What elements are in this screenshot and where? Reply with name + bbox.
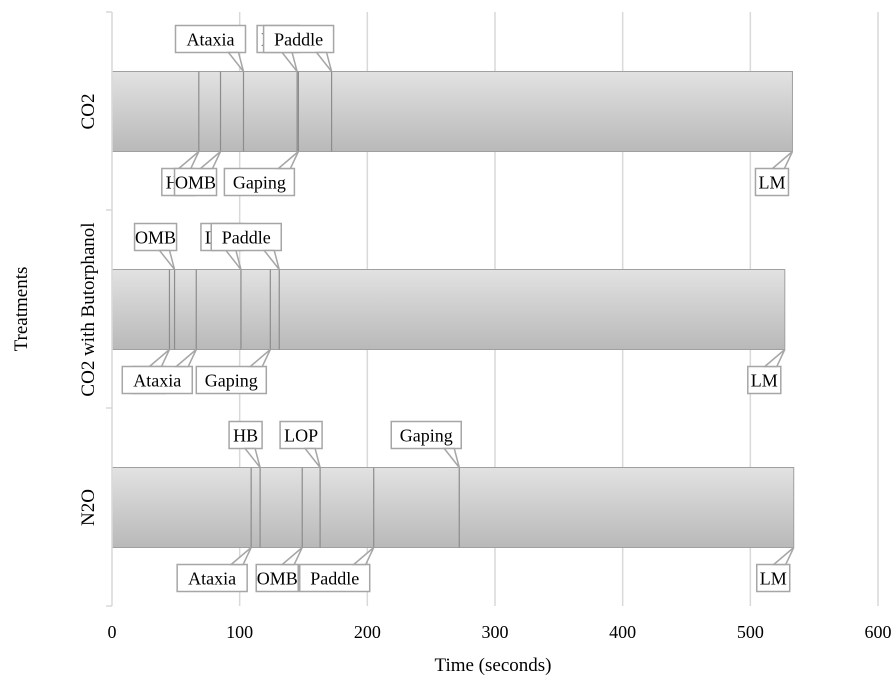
callout-co2-omb-box — [173, 167, 218, 197]
callout-n2o-ataxia-box — [176, 563, 248, 593]
callout-co2-paddle-box — [262, 24, 335, 54]
callout-n2o-paddle: Paddle — [298, 546, 375, 593]
callout-co2-lop-pointer — [280, 51, 298, 72]
callout-co2-gaping-box — [223, 167, 296, 197]
callout-co2-ataxia-label: Ataxia — [187, 30, 235, 50]
value-axis: 0 100 200 300 400 500 600 — [108, 622, 892, 642]
callout-n2o-paddle-label: Paddle — [310, 569, 359, 589]
callout-co2-with-butorphanol-gaping-label: Gaping — [205, 371, 258, 391]
callout-n2o-hb-label: HB — [233, 426, 258, 446]
callout-co2-with-butorphanol-paddle-box — [210, 222, 282, 252]
callout-co2-with-butorphanol-gaping-box — [195, 365, 268, 395]
callout-co2-lm-label: LM — [758, 173, 785, 193]
callout-co2-with-butorphanol-ataxia-box — [121, 365, 194, 395]
x-tick-label-600: 600 — [865, 622, 892, 642]
category-label-co2-with-butorphanol: CO2 with Butorphanol — [78, 222, 99, 396]
callout-co2-with-butorphanol-omb-pointer — [158, 249, 176, 270]
callout-co2-gaping-pointer — [276, 150, 300, 170]
callout-co2-with-butorphanol-gaping-pointer — [248, 348, 271, 368]
x-tick-label-500: 500 — [737, 622, 764, 642]
callout-n2o-lm-pointer — [771, 546, 795, 566]
callout-n2o-lop-label: LOP — [284, 426, 318, 446]
callout-n2o-hb: HB — [228, 420, 263, 468]
callout-n2o-lop: LOP — [279, 420, 323, 468]
callout-co2-ataxia: Ataxia — [174, 24, 247, 72]
callout-co2-with-butorphanol-ataxia-pointer — [174, 348, 197, 368]
x-tick-label-0: 0 — [108, 622, 117, 642]
x-tick-label-100: 100 — [226, 622, 253, 642]
callout-co2-with-butorphanol-omb: OMB — [133, 222, 178, 270]
callout-co2-lm-pointer — [770, 150, 794, 170]
category-label-co2: CO2 — [78, 94, 99, 130]
callout-co2-with-butorphanol-lm-label: LM — [751, 371, 778, 391]
callout-n2o-ataxia: Ataxia — [176, 546, 252, 593]
y-axis-title: Treatments — [11, 267, 32, 352]
callout-n2o-paddle-box — [298, 563, 371, 593]
callout-co2-with-butorphanol-ataxia-label: Ataxia — [133, 371, 181, 391]
callout-co2-ataxia-box — [174, 24, 247, 54]
callout-n2o-gaping-label: Gaping — [400, 426, 453, 446]
callout-co2-omb-label: OMB — [175, 173, 216, 193]
callout-co2-with-butorphanol-lm: LM — [747, 348, 786, 395]
bar-co2-with-butorphanol — [111, 269, 786, 350]
callout-co2-with-butorphanol-lm-pointer — [762, 348, 786, 368]
callout-n2o-hb-pointer — [243, 447, 261, 468]
callout-co2-with-butorphanol-paddle-pointer — [262, 249, 280, 270]
callout-co2-with-butorphanol-paddle: Paddle — [210, 222, 282, 270]
event-callouts: HBOMBAtaxiaLOPGapingPaddleLMHBOMBAtaxiaL… — [121, 24, 795, 593]
callout-co2-with-butorphanol-paddle-label: Paddle — [222, 228, 271, 248]
callout-n2o-gaping-box — [390, 420, 463, 450]
callout-n2o-lm: LM — [755, 546, 795, 593]
treatment-bars — [111, 71, 795, 548]
x-tick-label-200: 200 — [354, 622, 381, 642]
callout-co2-paddle-label: Paddle — [274, 30, 323, 50]
callout-n2o-omb-label: OMB — [257, 569, 298, 589]
callout-n2o-omb: OMB — [255, 546, 303, 593]
callout-co2-paddle: Paddle — [262, 24, 335, 72]
callout-co2-omb: OMB — [173, 150, 222, 197]
callout-co2-with-butorphanol-ataxia: Ataxia — [121, 348, 197, 395]
callout-co2-with-butorphanol-omb-box — [133, 222, 178, 252]
callout-n2o-hb-box — [228, 420, 263, 450]
callout-n2o-paddle-pointer — [351, 546, 375, 566]
callout-co2-with-butorphanol-hb-pointer — [147, 348, 171, 368]
bar-n2o — [111, 467, 795, 548]
callout-co2-with-butorphanol-lop-pointer — [224, 249, 242, 270]
category-label-n2o: N2O — [78, 489, 99, 526]
x-axis-title: Time (seconds) — [435, 655, 552, 676]
callout-n2o-gaping-pointer — [442, 447, 460, 468]
callout-co2-gaping-label: Gaping — [233, 173, 286, 193]
callout-co2-hb-pointer — [176, 150, 200, 170]
callout-co2-paddle-pointer — [315, 51, 333, 72]
callout-co2-omb-pointer — [198, 150, 222, 170]
bar-co2 — [111, 71, 793, 152]
x-tick-label-400: 400 — [609, 622, 636, 642]
callout-n2o-omb-pointer — [280, 546, 303, 566]
callout-co2-with-butorphanol-gaping: Gaping — [195, 348, 271, 395]
callout-n2o-lop-pointer — [303, 447, 321, 468]
x-tick-label-300: 300 — [482, 622, 509, 642]
callout-n2o-gaping: Gaping — [390, 420, 463, 468]
callout-n2o-lm-label: LM — [760, 569, 787, 589]
callout-n2o-omb-box — [255, 563, 299, 593]
callout-n2o-lop-box — [279, 420, 323, 450]
callout-co2-gaping: Gaping — [223, 150, 300, 197]
callout-co2-ataxia-pointer — [226, 51, 245, 72]
callout-co2-with-butorphanol-omb-label: OMB — [135, 228, 176, 248]
callout-n2o-ataxia-pointer — [229, 546, 252, 566]
category-axis: CO2 CO2 with Butorphanol N2O — [78, 11, 113, 607]
callout-n2o-ataxia-label: Ataxia — [188, 569, 236, 589]
callout-co2-lm: LM — [754, 150, 794, 197]
